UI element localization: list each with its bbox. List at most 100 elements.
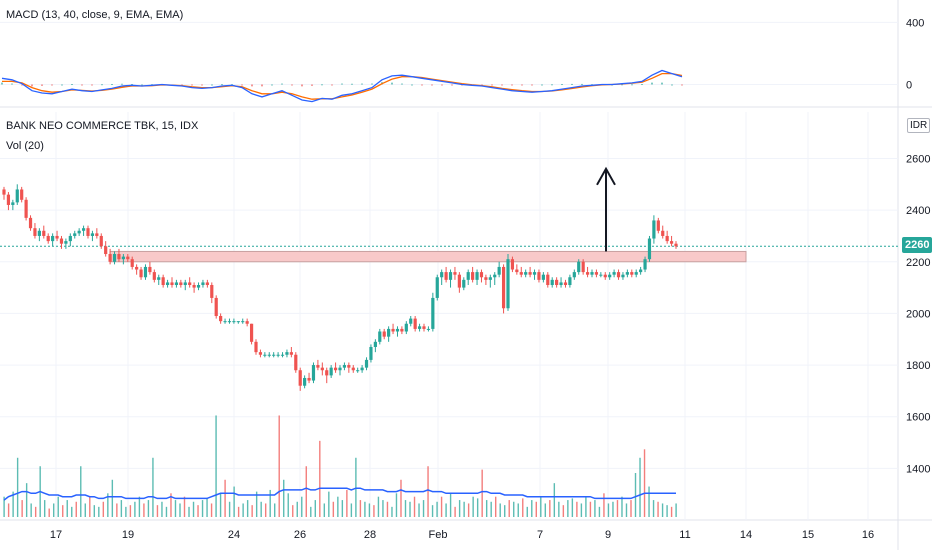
candle-body bbox=[510, 259, 515, 270]
candle-body bbox=[86, 228, 90, 236]
volume-bar bbox=[310, 506, 312, 517]
candle-body bbox=[143, 266, 148, 278]
volume-bar bbox=[382, 500, 384, 517]
volume-bar bbox=[75, 501, 77, 517]
volume-bar bbox=[292, 505, 294, 517]
volume-bar bbox=[3, 496, 5, 517]
volume-bar bbox=[332, 501, 335, 517]
candle-body bbox=[232, 321, 236, 323]
candle-body bbox=[364, 359, 369, 368]
volume-bar bbox=[400, 479, 402, 517]
volume-indicator-label[interactable]: Vol (20) bbox=[6, 140, 44, 152]
candle-body bbox=[559, 282, 563, 286]
macd-axis-tick: 0 bbox=[906, 79, 912, 91]
macd-histogram-bar bbox=[241, 84, 243, 86]
candle-body bbox=[568, 277, 572, 286]
volume-bar bbox=[625, 503, 628, 517]
candle-body bbox=[493, 274, 497, 278]
macd-histogram-bar bbox=[531, 84, 533, 86]
candle-body bbox=[165, 282, 170, 286]
candle-body bbox=[665, 235, 669, 242]
candle-body bbox=[378, 331, 382, 342]
candle-body bbox=[501, 266, 506, 309]
macd-indicator-label[interactable]: MACD (13, 40, close, 9, EMA, EMA) bbox=[6, 9, 184, 21]
candle-body bbox=[413, 318, 417, 329]
volume-bar bbox=[395, 493, 398, 517]
candle-body bbox=[152, 272, 156, 280]
volume-bar bbox=[666, 505, 668, 517]
macd-histogram-bar bbox=[101, 84, 103, 86]
candle-body bbox=[139, 269, 143, 278]
candle-body bbox=[608, 274, 612, 278]
candle-body bbox=[656, 220, 660, 231]
candle-body bbox=[311, 365, 316, 381]
volume-bar bbox=[174, 500, 177, 517]
candle-body bbox=[652, 220, 656, 239]
macd-histogram-bar bbox=[501, 84, 503, 86]
volume-bar bbox=[350, 503, 353, 517]
candle-body bbox=[2, 189, 6, 195]
volume-bar bbox=[66, 500, 68, 517]
candle-body bbox=[625, 272, 629, 275]
macd-histogram-bar bbox=[321, 84, 323, 86]
candle-body bbox=[272, 354, 276, 356]
volume-bar bbox=[192, 501, 195, 517]
volume-bar bbox=[346, 489, 348, 517]
candle-body bbox=[126, 256, 130, 260]
volume-bar bbox=[7, 503, 10, 517]
candle-body bbox=[121, 256, 125, 260]
macd-histogram-bar bbox=[421, 84, 423, 86]
candle-body bbox=[541, 274, 545, 280]
candle-body bbox=[183, 282, 187, 286]
candle-body bbox=[320, 367, 324, 371]
candle-body bbox=[674, 243, 678, 247]
candle-body bbox=[130, 259, 134, 267]
candle-body bbox=[550, 279, 554, 286]
candle-body bbox=[391, 328, 395, 332]
volume-bar bbox=[269, 489, 271, 517]
price-axis-tick: 2600 bbox=[906, 153, 930, 165]
symbol-label[interactable]: BANK NEO COMMERCE TBK, 15, IDX bbox=[6, 120, 199, 132]
candle-body bbox=[479, 272, 484, 278]
volume-bar bbox=[341, 500, 344, 517]
candle-body bbox=[210, 285, 214, 298]
candle-body bbox=[373, 341, 377, 347]
candle-body bbox=[643, 259, 647, 270]
time-axis-tick: 11 bbox=[679, 529, 690, 541]
volume-bar bbox=[517, 503, 519, 517]
candle-body bbox=[528, 272, 532, 275]
volume-bar bbox=[544, 503, 547, 517]
candle-body bbox=[307, 377, 311, 381]
macd-histogram-bar bbox=[251, 84, 253, 87]
volume-bar bbox=[179, 503, 181, 517]
candle-body bbox=[382, 331, 386, 337]
volume-bar bbox=[264, 503, 267, 517]
volume-bar bbox=[522, 498, 524, 517]
candle-body bbox=[192, 285, 196, 288]
volume-bar bbox=[156, 505, 159, 517]
candle-body bbox=[135, 266, 139, 270]
volume-bar bbox=[431, 505, 434, 517]
volume-bar bbox=[449, 493, 452, 517]
volume-bar bbox=[594, 500, 596, 517]
macd-histogram-bar bbox=[451, 84, 453, 86]
volume-bar bbox=[111, 479, 114, 517]
currency-box[interactable]: IDR bbox=[907, 118, 931, 133]
volume-bar bbox=[355, 457, 357, 517]
candle-body bbox=[276, 354, 280, 356]
volume-bar bbox=[274, 503, 276, 517]
volume-bar bbox=[567, 500, 569, 517]
candle-body bbox=[249, 323, 254, 342]
macd-axis-tick: 400 bbox=[906, 17, 924, 29]
volume-bar bbox=[296, 501, 298, 517]
candle-body bbox=[214, 297, 218, 316]
candle-body bbox=[440, 272, 444, 278]
volume-bar bbox=[670, 506, 673, 517]
volume-bar bbox=[152, 457, 154, 517]
volume-bar bbox=[161, 501, 163, 517]
candle-body bbox=[590, 272, 594, 275]
macd-histogram-bar bbox=[271, 84, 273, 86]
time-axis-tick: 26 bbox=[294, 529, 306, 541]
candle-body bbox=[537, 272, 541, 280]
